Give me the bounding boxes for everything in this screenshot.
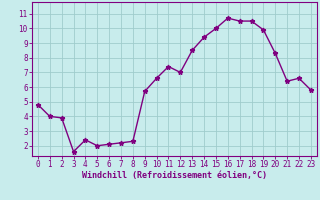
- X-axis label: Windchill (Refroidissement éolien,°C): Windchill (Refroidissement éolien,°C): [82, 171, 267, 180]
